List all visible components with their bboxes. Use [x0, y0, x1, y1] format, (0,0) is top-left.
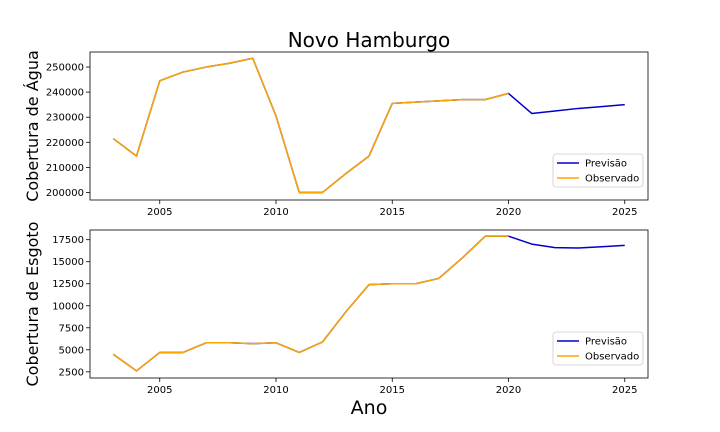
series-line-observado — [112, 57, 509, 194]
x-tick-label: 2015 — [380, 385, 405, 396]
figure-title: Novo Hamburgo — [288, 28, 451, 52]
series-line-previsao — [112, 57, 625, 194]
y-tick-label: 240000 — [46, 88, 84, 99]
legend-label: Observado — [585, 352, 639, 363]
series-line-previsao — [112, 235, 625, 372]
plot-frame — [89, 51, 649, 201]
y-tick-label: 15000 — [52, 257, 84, 268]
y-tick-label: 10000 — [52, 301, 84, 312]
x-tick-label: 2005 — [147, 385, 172, 396]
legend-label: Previsão — [585, 337, 627, 348]
chart-water-coverage: 2005 2010 2015 2020 2025 200000 210000 220000 23… — [23, 50, 649, 218]
y-tick-label: 12500 — [52, 279, 84, 290]
x-tick-label: 2010 — [263, 207, 288, 218]
x-axis-title: Ano — [351, 397, 388, 419]
legend-label: Observado — [585, 174, 639, 185]
y-tick-label: 250000 — [46, 63, 84, 74]
y-tick-label: 200000 — [46, 188, 84, 199]
series-line-observado — [112, 235, 509, 372]
legend: Previsão Observado — [552, 153, 644, 188]
x-tick-label: 2020 — [496, 207, 521, 218]
legend-label: Previsão — [585, 159, 627, 170]
x-tick-label: 2025 — [612, 207, 637, 218]
y-tick-label: 7500 — [59, 323, 84, 334]
x-tick-label: 2010 — [263, 385, 288, 396]
chart-sewage-coverage: 2005 2010 2015 2020 2025 2500 5000 7500 10000 125… — [23, 222, 649, 396]
y-tick-label: 17500 — [52, 235, 84, 246]
x-tick-label: 2020 — [496, 385, 521, 396]
y-tick-label: 230000 — [46, 113, 84, 124]
legend: Previsão Observado — [552, 331, 644, 366]
y-tick-label: 2500 — [59, 367, 84, 378]
y-tick-label: 220000 — [46, 138, 84, 149]
y-axis-title: Cobertura de Esgoto — [23, 222, 42, 387]
x-tick-label: 2005 — [147, 207, 172, 218]
x-tick-label: 2015 — [380, 207, 405, 218]
y-axis-title: Cobertura de Água — [23, 50, 42, 202]
y-tick-label: 210000 — [46, 163, 84, 174]
plot-frame — [89, 229, 649, 379]
x-tick-label: 2025 — [612, 385, 637, 396]
y-tick-label: 5000 — [59, 345, 84, 356]
